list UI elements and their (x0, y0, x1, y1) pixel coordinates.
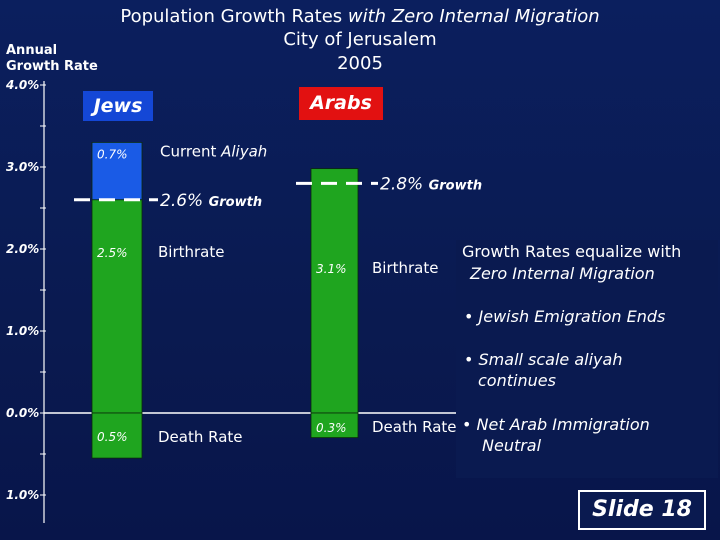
chart-title-line2: City of Jerusalem (283, 29, 437, 50)
y-tick-label-0: 4.0% (5, 78, 39, 92)
segment-label-jews-aliyah: Current Aliyah (160, 142, 267, 160)
y-tick-label-3: 1.0% (6, 324, 39, 338)
legend-arabs: Arabs (299, 87, 383, 120)
bar-arabs-birthrate (310, 168, 359, 414)
notes-bullet-3-line2: Neutral (482, 436, 542, 455)
legend-jews: Jews (83, 91, 153, 121)
notes-bullet-2-line1: • Small scale aliyah (464, 350, 623, 369)
chart-title-italic: with Zero Internal Migration (347, 6, 600, 27)
bar-value-label-arabs-birthrate: 3.1% (316, 262, 347, 276)
notes-heading-line1: Growth Rates equalize with (462, 242, 682, 261)
y-tick-label-5: 1.0% (6, 488, 39, 502)
y-axis-label-line1: Annual (6, 43, 58, 58)
bar-jews-birthrate (91, 199, 143, 414)
growth-label-jews: 2.6% Growth (160, 191, 262, 211)
y-tick-label-2: 2.0% (6, 242, 39, 256)
notes-bullet-1: • Jewish Emigration Ends (464, 307, 666, 326)
bar-value-label-jews-birthrate: 2.5% (97, 246, 128, 260)
bar-value-label-arabs-deathrate: 0.3% (316, 421, 347, 435)
notes-heading-line2: Zero Internal Migration (470, 264, 655, 283)
segment-label-arabs-deathrate: Death Rate (372, 418, 457, 436)
segment-label-jews-birthrate: Birthrate (158, 243, 224, 261)
bar-arabs-deathrate (310, 412, 359, 439)
slide-number-badge: Slide 18 (578, 490, 706, 530)
y-tick-label-4: 0.0% (6, 406, 39, 420)
chart-title-line3: 2005 (337, 53, 383, 74)
notes-bullet-2-line2: continues (478, 371, 556, 390)
bar-value-label-jews-deathrate: 0.5% (97, 430, 128, 444)
chart-title-line1: Population Growth Rates with Zero Intern… (80, 6, 640, 27)
segment-label-jews-deathrate: Death Rate (158, 428, 243, 446)
y-tick-label-1: 3.0% (6, 160, 39, 174)
bar-jews-aliyah (91, 141, 143, 201)
notes-panel: Growth Rates equalize with Zero Internal… (456, 240, 718, 478)
notes-bullet-3-line1: • Net Arab Immigration (462, 415, 650, 434)
chart-title-plain: Population Growth Rates (120, 6, 348, 27)
bar-value-label-jews-aliyah: 0.7% (97, 147, 128, 161)
y-axis-label: Annual Growth Rate (6, 43, 98, 75)
bar-jews-deathrate (91, 412, 143, 459)
y-axis-label-line2: Growth Rate (6, 59, 98, 74)
segment-label-arabs-birthrate: Birthrate (372, 259, 438, 277)
growth-label-arabs: 2.8% Growth (380, 174, 482, 194)
